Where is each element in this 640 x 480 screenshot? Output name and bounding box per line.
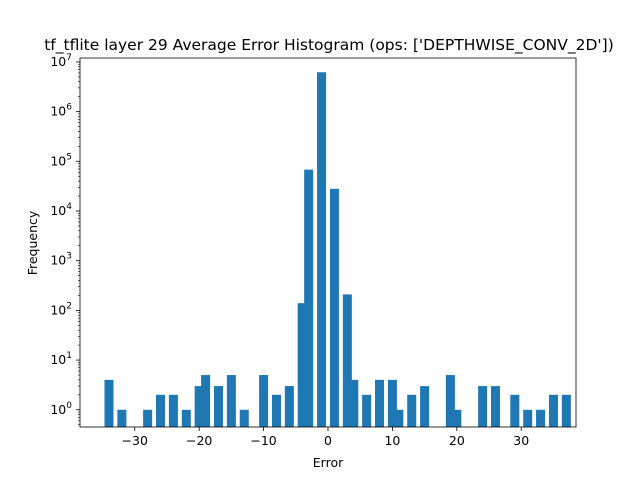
histogram-bar — [271, 394, 281, 427]
histogram-bar — [156, 394, 166, 427]
histogram-bar — [349, 379, 359, 427]
histogram-bar — [104, 379, 114, 427]
histogram-bar — [478, 386, 488, 427]
histogram-bar — [394, 409, 404, 427]
histogram-bar — [362, 394, 372, 427]
x-tick-label: −10 — [250, 433, 276, 448]
y-tick-label: 101 — [50, 351, 72, 367]
x-tick-label: 10 — [384, 433, 400, 448]
bar-group — [104, 72, 571, 427]
histogram-bar — [342, 294, 352, 427]
histogram-bar — [226, 375, 236, 427]
histogram-bar — [536, 409, 546, 427]
histogram-bar — [143, 409, 153, 427]
y-tick-label: 100 — [50, 401, 72, 417]
y-tick-label: 103 — [50, 252, 72, 268]
chart-title: tf_tflite layer 29 Average Error Histogr… — [44, 36, 614, 55]
x-axis-label: Error — [313, 455, 344, 470]
y-axis-label: Frequency — [25, 210, 40, 275]
histogram-bar — [201, 375, 211, 427]
histogram-bar — [407, 394, 417, 427]
x-tick-label: −20 — [186, 433, 212, 448]
histogram-bar — [561, 394, 571, 427]
histogram-bar — [420, 386, 430, 427]
histogram-bar — [445, 375, 455, 427]
histogram-bar — [523, 409, 533, 427]
histogram-bar — [548, 394, 558, 427]
y-tick-label: 104 — [50, 202, 72, 218]
histogram-bar — [194, 386, 204, 427]
histogram-bar — [510, 394, 520, 427]
histogram-bar — [387, 379, 397, 427]
histogram-bar — [168, 394, 178, 427]
histogram-bar — [490, 386, 500, 427]
histogram-bar — [239, 409, 249, 427]
y-tick-label: 105 — [50, 152, 72, 168]
x-tick-label: 30 — [513, 433, 529, 448]
histogram-bar — [317, 72, 327, 427]
plot-frame — [79, 57, 577, 428]
histogram-bar — [284, 386, 294, 427]
histogram-bar — [117, 409, 127, 427]
histogram-bar — [304, 169, 314, 427]
histogram-bar — [259, 375, 269, 427]
histogram-bar — [181, 409, 191, 427]
y-tick-label: 106 — [50, 103, 72, 119]
histogram-bar — [452, 409, 462, 427]
y-tick-label: 102 — [50, 301, 72, 317]
histogram-bar — [329, 188, 339, 427]
histogram-bar — [213, 386, 223, 427]
x-tick-label: 20 — [449, 433, 465, 448]
histogram-bar — [297, 303, 307, 427]
x-tick-label: 0 — [324, 433, 332, 448]
y-axis-ticks: 100 101 102 103 104 105 106 107 — [50, 53, 80, 426]
x-axis-ticks: −30 −20 −10 0 10 20 30 — [122, 427, 529, 448]
histogram-bar — [375, 379, 385, 427]
x-tick-label: −30 — [122, 433, 148, 448]
y-tick-label: 107 — [50, 53, 72, 69]
